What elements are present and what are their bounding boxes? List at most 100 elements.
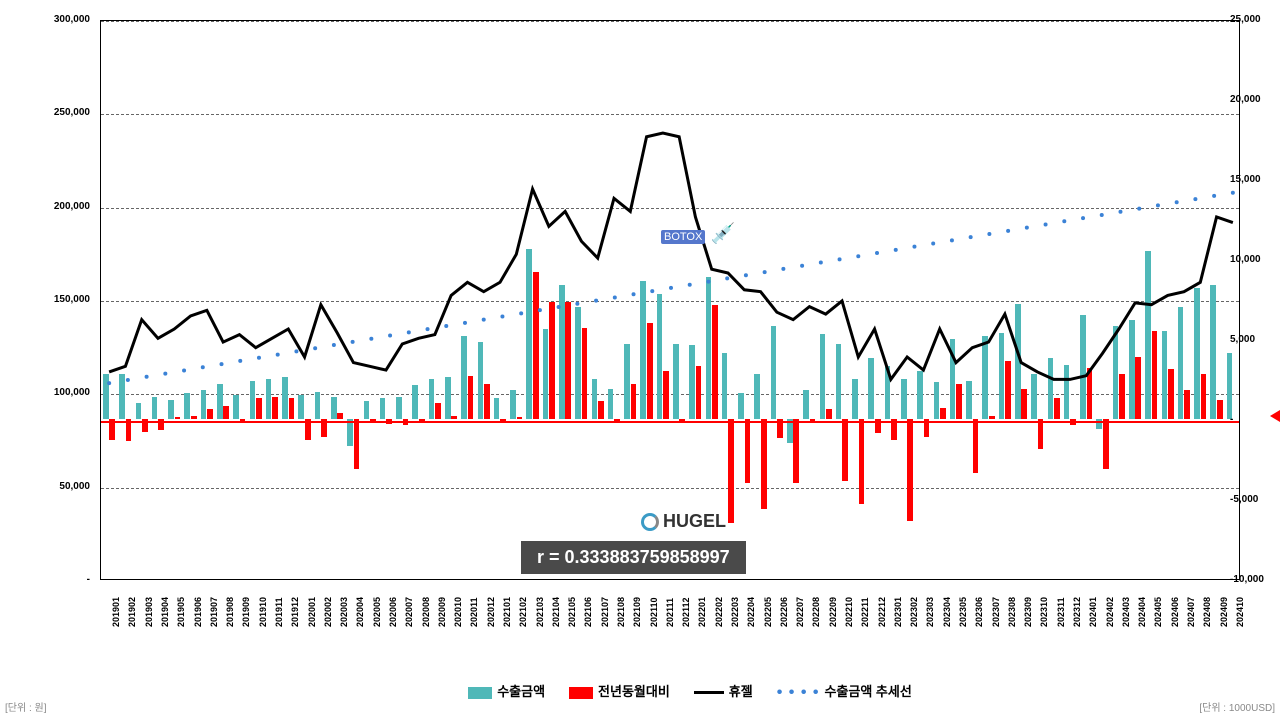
legend-item: 전년동월대비: [569, 681, 670, 700]
y-left-tick: 50,000: [59, 481, 90, 492]
x-tick: 202306: [974, 597, 984, 627]
y-right-tick: 20,000: [1230, 94, 1261, 105]
trend-dot: [426, 327, 430, 331]
x-tick: 202409: [1219, 597, 1229, 627]
trend-dot: [800, 264, 804, 268]
x-tick: 202405: [1153, 597, 1163, 627]
x-tick: 202102: [518, 597, 528, 627]
x-tick: 202206: [779, 597, 789, 627]
trend-dot: [613, 295, 617, 299]
x-tick: 202201: [697, 597, 707, 627]
x-tick: 202307: [991, 597, 1001, 627]
x-tick: 202101: [502, 597, 512, 627]
y-left-tick: 250,000: [54, 107, 90, 118]
x-tick: 202103: [535, 597, 545, 627]
x-tick: 202205: [763, 597, 773, 627]
x-tick: 202209: [828, 597, 838, 627]
x-tick: 202210: [844, 597, 854, 627]
trend-dot: [894, 248, 898, 252]
zero-baseline: [101, 421, 1239, 423]
trend-dot: [1062, 219, 1066, 223]
x-tick: 202002: [323, 597, 333, 627]
trend-dot: [1118, 210, 1122, 214]
trend-dot: [538, 308, 542, 312]
legend-item: 수출금액: [468, 681, 545, 700]
y-left-tick: 150,000: [54, 294, 90, 305]
x-tick: 202404: [1137, 597, 1147, 627]
x-tick: 202402: [1105, 597, 1115, 627]
y-axis-left: -50,000100,000150,000200,000250,000300,0…: [50, 20, 95, 580]
trend-dot: [313, 346, 317, 350]
x-tick: 202109: [632, 597, 642, 627]
x-tick: 202310: [1039, 597, 1049, 627]
y-left-tick: 100,000: [54, 387, 90, 398]
trend-dot: [107, 381, 111, 385]
x-tick: 201904: [160, 597, 170, 627]
trend-dot: [1025, 226, 1029, 230]
x-tick: 202311: [1056, 597, 1066, 627]
y-left-tick: 200,000: [54, 201, 90, 212]
trend-dot: [1193, 197, 1197, 201]
y-axis-right: -10,000-5,000-5,00010,00015,00020,00025,…: [1225, 20, 1270, 580]
x-tick: 202305: [958, 597, 968, 627]
x-tick: 202009: [437, 597, 447, 627]
trend-dot: [257, 356, 261, 360]
x-tick: 202108: [616, 597, 626, 627]
hugel-line: [109, 133, 1233, 379]
y-right-tick: 25,000: [1230, 14, 1261, 25]
trend-dot: [463, 321, 467, 325]
trend-dot: [500, 314, 504, 318]
trend-dot: [931, 242, 935, 246]
trend-dot: [238, 359, 242, 363]
x-tick: 202004: [355, 597, 365, 627]
trend-dot: [201, 365, 205, 369]
trend-dot: [969, 235, 973, 239]
x-tick: 201903: [144, 597, 154, 627]
x-tick: 202207: [795, 597, 805, 627]
trend-dot: [575, 302, 579, 306]
x-tick: 202106: [583, 597, 593, 627]
x-tick: 201901: [111, 597, 121, 627]
y-right-tick: 5,000: [1230, 334, 1255, 345]
x-tick: 202304: [942, 597, 952, 627]
trend-dot: [632, 292, 636, 296]
trend-dot: [182, 368, 186, 372]
x-tick: 202410: [1235, 597, 1245, 627]
y-right-tick: 10,000: [1230, 254, 1261, 265]
x-tick: 202008: [421, 597, 431, 627]
x-tick: 202211: [860, 597, 870, 627]
x-tick: 202107: [600, 597, 610, 627]
x-tick: 202212: [877, 597, 887, 627]
trend-dot: [407, 330, 411, 334]
trend-dot: [1137, 207, 1141, 211]
chart-container: -50,000100,000150,000200,000250,000300,0…: [50, 10, 1230, 630]
x-tick: 202406: [1170, 597, 1180, 627]
x-tick: 202202: [714, 597, 724, 627]
arrow-marker-icon: [1270, 410, 1280, 422]
legend-label: 휴젤: [729, 684, 753, 699]
x-tick: 201908: [225, 597, 235, 627]
x-tick: 202301: [893, 597, 903, 627]
trend-dot: [1100, 213, 1104, 217]
trend-dot: [688, 283, 692, 287]
unit-label-left: [단위 : 원]: [5, 699, 47, 714]
x-tick: 202010: [453, 597, 463, 627]
botox-icon: BOTOX 💉: [661, 221, 736, 246]
x-tick: 202203: [730, 597, 740, 627]
trend-dot: [950, 238, 954, 242]
trend-dot: [482, 318, 486, 322]
x-tick: 202112: [681, 597, 691, 627]
trend-dot: [725, 276, 729, 280]
x-tick: 202309: [1023, 597, 1033, 627]
x-tick: 202312: [1072, 597, 1082, 627]
trend-dot: [163, 372, 167, 376]
trend-dot: [126, 378, 130, 382]
x-tick: 202303: [925, 597, 935, 627]
legend: 수출금액전년동월대비휴젤• • • •수출금액 추세선: [50, 681, 1280, 700]
trend-dot: [444, 324, 448, 328]
x-axis: 2019012019022019032019042019052019062019…: [100, 582, 1240, 632]
x-tick: 201906: [193, 597, 203, 627]
trend-dot: [1156, 203, 1160, 207]
trend-dot: [875, 251, 879, 255]
trend-dot: [987, 232, 991, 236]
